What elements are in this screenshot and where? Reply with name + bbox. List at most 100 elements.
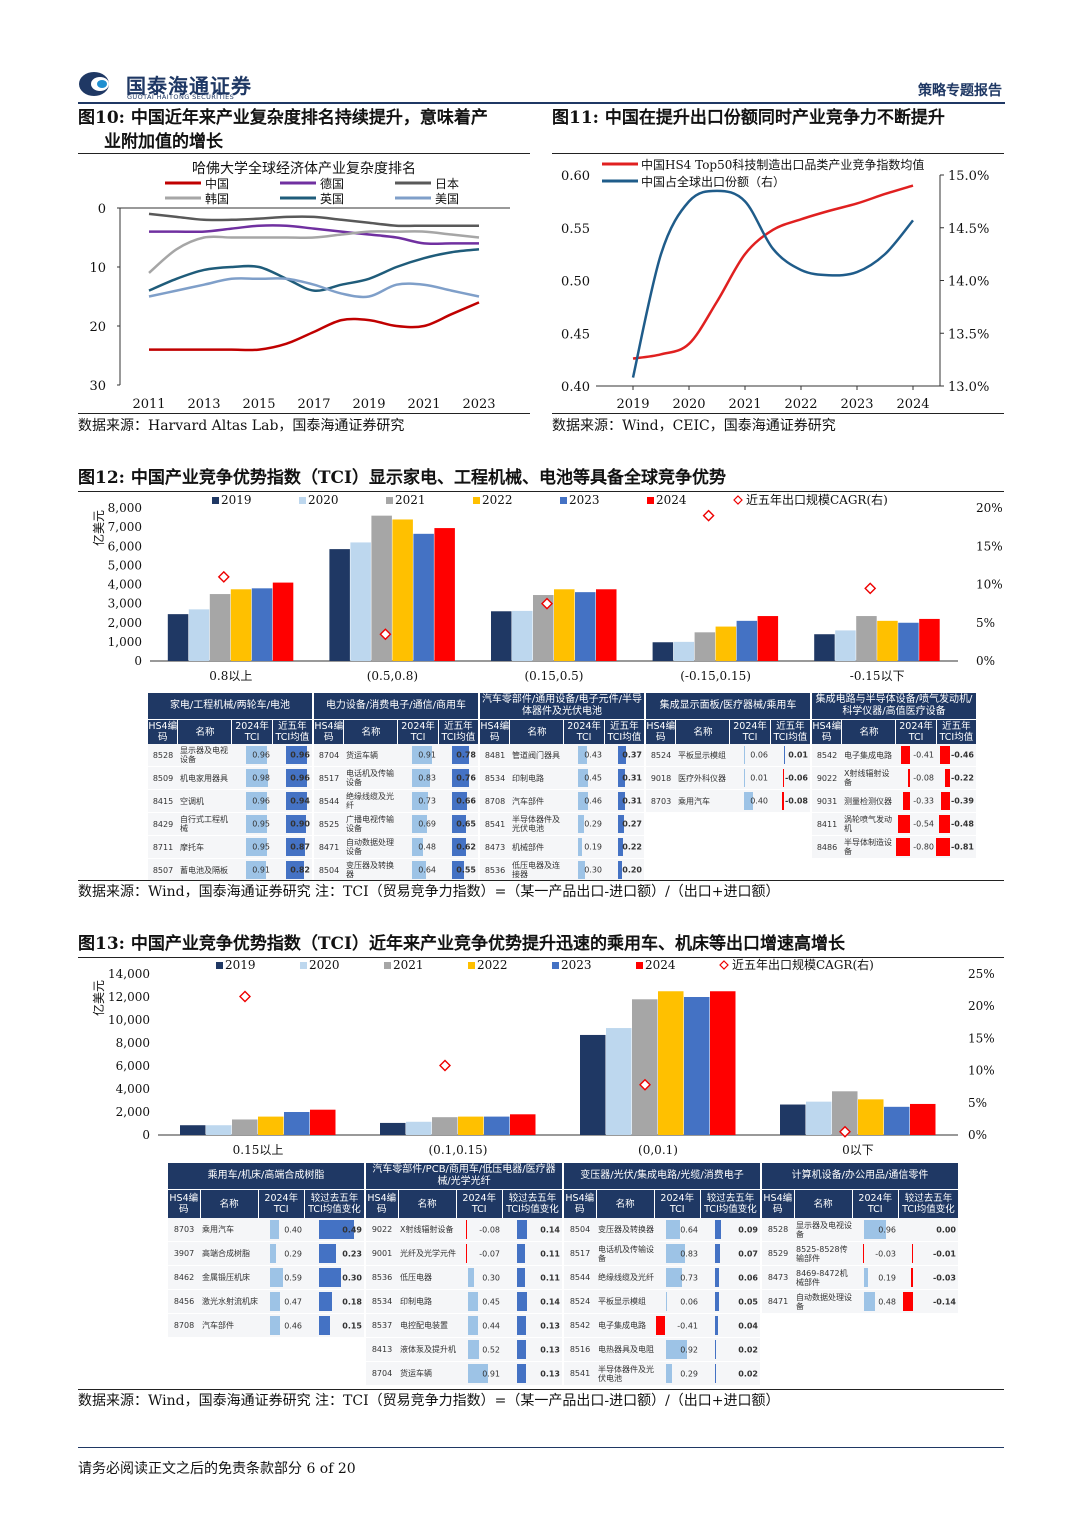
fig12-table-row: 8429 自行式工程机械 0.95 0.90 <box>148 813 312 836</box>
tci-tci-cell: 0.64 <box>398 859 438 881</box>
fig12-legend-label: 2022 <box>482 493 513 507</box>
fig12-table-row: 8504 变压器及转换器 0.64 0.55 <box>314 859 478 882</box>
tci-avg-value: 0.37 <box>622 750 642 760</box>
tci-tci-bar <box>246 861 267 879</box>
fig13-bar-2019 <box>780 1104 806 1135</box>
fig12-table-group-header: 集成电路与半导体设备/喷气发动机/科学仪器/高值医疗设备 <box>812 693 976 719</box>
tci-avg-bar <box>618 861 623 879</box>
tci-tci-value: 0.29 <box>680 1369 698 1378</box>
footer-rule <box>78 1447 1004 1448</box>
fig12-bar-2023 <box>413 533 434 661</box>
fig13-column-label: 较过去五年TCI均值变化 <box>897 1190 958 1218</box>
fig12-table-row: 8415 空调机 0.96 0.94 <box>148 790 312 813</box>
tci-tci-cell: -0.80 <box>896 836 936 858</box>
tci-avg-value: 0.31 <box>622 796 642 806</box>
tci-tci-cell: 0.40 <box>730 790 770 812</box>
tci-avg-cell: 0.62 <box>438 836 478 858</box>
hs4-code: 8711 <box>152 842 174 852</box>
tci-tci-value: 0.95 <box>252 819 270 829</box>
hs4-code: 8486 <box>816 842 838 852</box>
tci-tci-cell: 0.30 <box>564 859 604 881</box>
fig13-bar-2024 <box>510 1114 536 1135</box>
tci-tci-bar <box>269 1316 281 1335</box>
fig10-series-line-英国 <box>148 248 480 292</box>
product-name: 货运车辆 <box>346 750 378 760</box>
fig10-x-tick: 2019 <box>352 397 385 412</box>
tci-avg-value: -0.01 <box>932 1249 956 1258</box>
hs4-code: 8536 <box>484 865 506 875</box>
tci-tci-bar <box>269 1268 284 1287</box>
tci-tci-value: 0.91 <box>418 750 436 760</box>
fig12-bar-2023 <box>575 592 596 661</box>
tci-tci-cell: 0.48 <box>852 1290 898 1313</box>
fig10-source-rule <box>78 413 530 414</box>
fig13-x-tick: (0,0.1) <box>638 1143 678 1157</box>
tci-avg-bar <box>618 838 623 856</box>
fig13-table-row: 8708 汽车部件 0.46 0.15 <box>168 1314 364 1338</box>
hs4-code: 8516 <box>569 1345 591 1354</box>
fig13-table-row: 8544 绝缘线缆及光纤 0.73 0.06 <box>564 1266 760 1290</box>
fig13-legend-label: 2021 <box>393 958 424 972</box>
tci-tci-cell: 0.73 <box>398 790 438 812</box>
tci-tci-cell: 0.95 <box>232 836 272 858</box>
hs4-code: 8473 <box>767 1273 789 1282</box>
tci-tci-cell: 0.64 <box>654 1218 700 1241</box>
product-name: 印制电路 <box>400 1297 432 1306</box>
fig12-y-left-tick: 2,000 <box>108 616 142 630</box>
fig10-series-line-韩国 <box>148 230 480 274</box>
fig10-x-tick: 2011 <box>132 397 165 412</box>
tci-tci-bar <box>744 792 753 810</box>
tci-avg-value: 0.55 <box>456 865 476 875</box>
fig13-table-column-header: HS4编码 名称 2024年TCI 较过去五年TCI均值变化 <box>762 1189 958 1218</box>
product-name: X射线辐射设备 <box>844 769 890 787</box>
tci-avg-value: -0.48 <box>950 819 974 829</box>
product-name: 机电家用器具 <box>180 773 228 783</box>
hs4-code: 8411 <box>816 819 838 829</box>
fig10-legend-label: 德国 <box>320 176 344 191</box>
product-name: 平板显示模组 <box>598 1297 646 1306</box>
tci-avg-cell: -0.06 <box>770 767 810 789</box>
tci-avg-value: 0.18 <box>342 1297 362 1306</box>
tci-tci-bar <box>863 1292 875 1311</box>
fig12-table-row: 8528 显示器及电视设备 0.96 0.96 <box>148 744 312 767</box>
fig13-y-left-tick: 0 <box>142 1128 150 1142</box>
tci-avg-bar <box>517 1364 527 1383</box>
tci-tci-bar <box>744 746 746 764</box>
fig12-cagr-marker <box>379 628 392 641</box>
fig12-column-label: 名称 <box>177 720 231 744</box>
tci-avg-bar <box>715 1292 719 1311</box>
product-name: 电话机及传输设备 <box>346 769 394 787</box>
fig13-legend-swatch <box>216 962 223 969</box>
tci-tci-value: 0.45 <box>482 1297 500 1306</box>
tci-avg-value: -0.08 <box>784 796 808 806</box>
hs4-code: 8708 <box>484 796 506 806</box>
hs4-code: 8541 <box>569 1369 591 1378</box>
tci-tci-bar <box>412 792 429 810</box>
tci-avg-cell: -0.22 <box>936 767 976 789</box>
fig10-y-tick: 10 <box>89 261 106 276</box>
tci-avg-bar <box>715 1316 718 1335</box>
fig12-legend-swatch <box>647 497 654 504</box>
fig13-legend-swatch <box>552 962 559 969</box>
tci-avg-value: 0.13 <box>540 1321 560 1330</box>
fig13-bar-2024 <box>710 991 736 1135</box>
fig12-bar-2020 <box>673 641 695 661</box>
tci-avg-cell: 0.30 <box>304 1266 364 1289</box>
tci-tci-cell: 0.29 <box>564 813 604 835</box>
tci-tci-value: -0.41 <box>677 1321 698 1330</box>
fig12-table-row: 8541 半导体器件及光伏电池 0.29 0.27 <box>480 813 644 836</box>
tci-avg-cell: 0.20 <box>604 859 644 881</box>
tci-tci-value: 0.73 <box>418 796 436 806</box>
tci-tci-bar <box>665 1244 685 1263</box>
tci-tci-value: -0.80 <box>913 842 934 852</box>
product-name: 印制电路 <box>512 773 544 783</box>
fig13-source-rule <box>78 1389 1004 1390</box>
tci-avg-bar <box>286 815 306 833</box>
tci-avg-cell: -0.39 <box>936 790 976 812</box>
hs4-code: 8504 <box>569 1225 591 1234</box>
hs4-code: 8534 <box>371 1297 393 1306</box>
fig13-table-row: 8517 电话机及传输设备 0.83 0.07 <box>564 1242 760 1266</box>
fig12-table-group-header: 电力设备/消费电子/通信/商用车 <box>314 693 478 719</box>
tci-avg-value: 0.96 <box>290 773 310 783</box>
fig12-table-row: 8708 汽车部件 0.46 0.31 <box>480 790 644 813</box>
